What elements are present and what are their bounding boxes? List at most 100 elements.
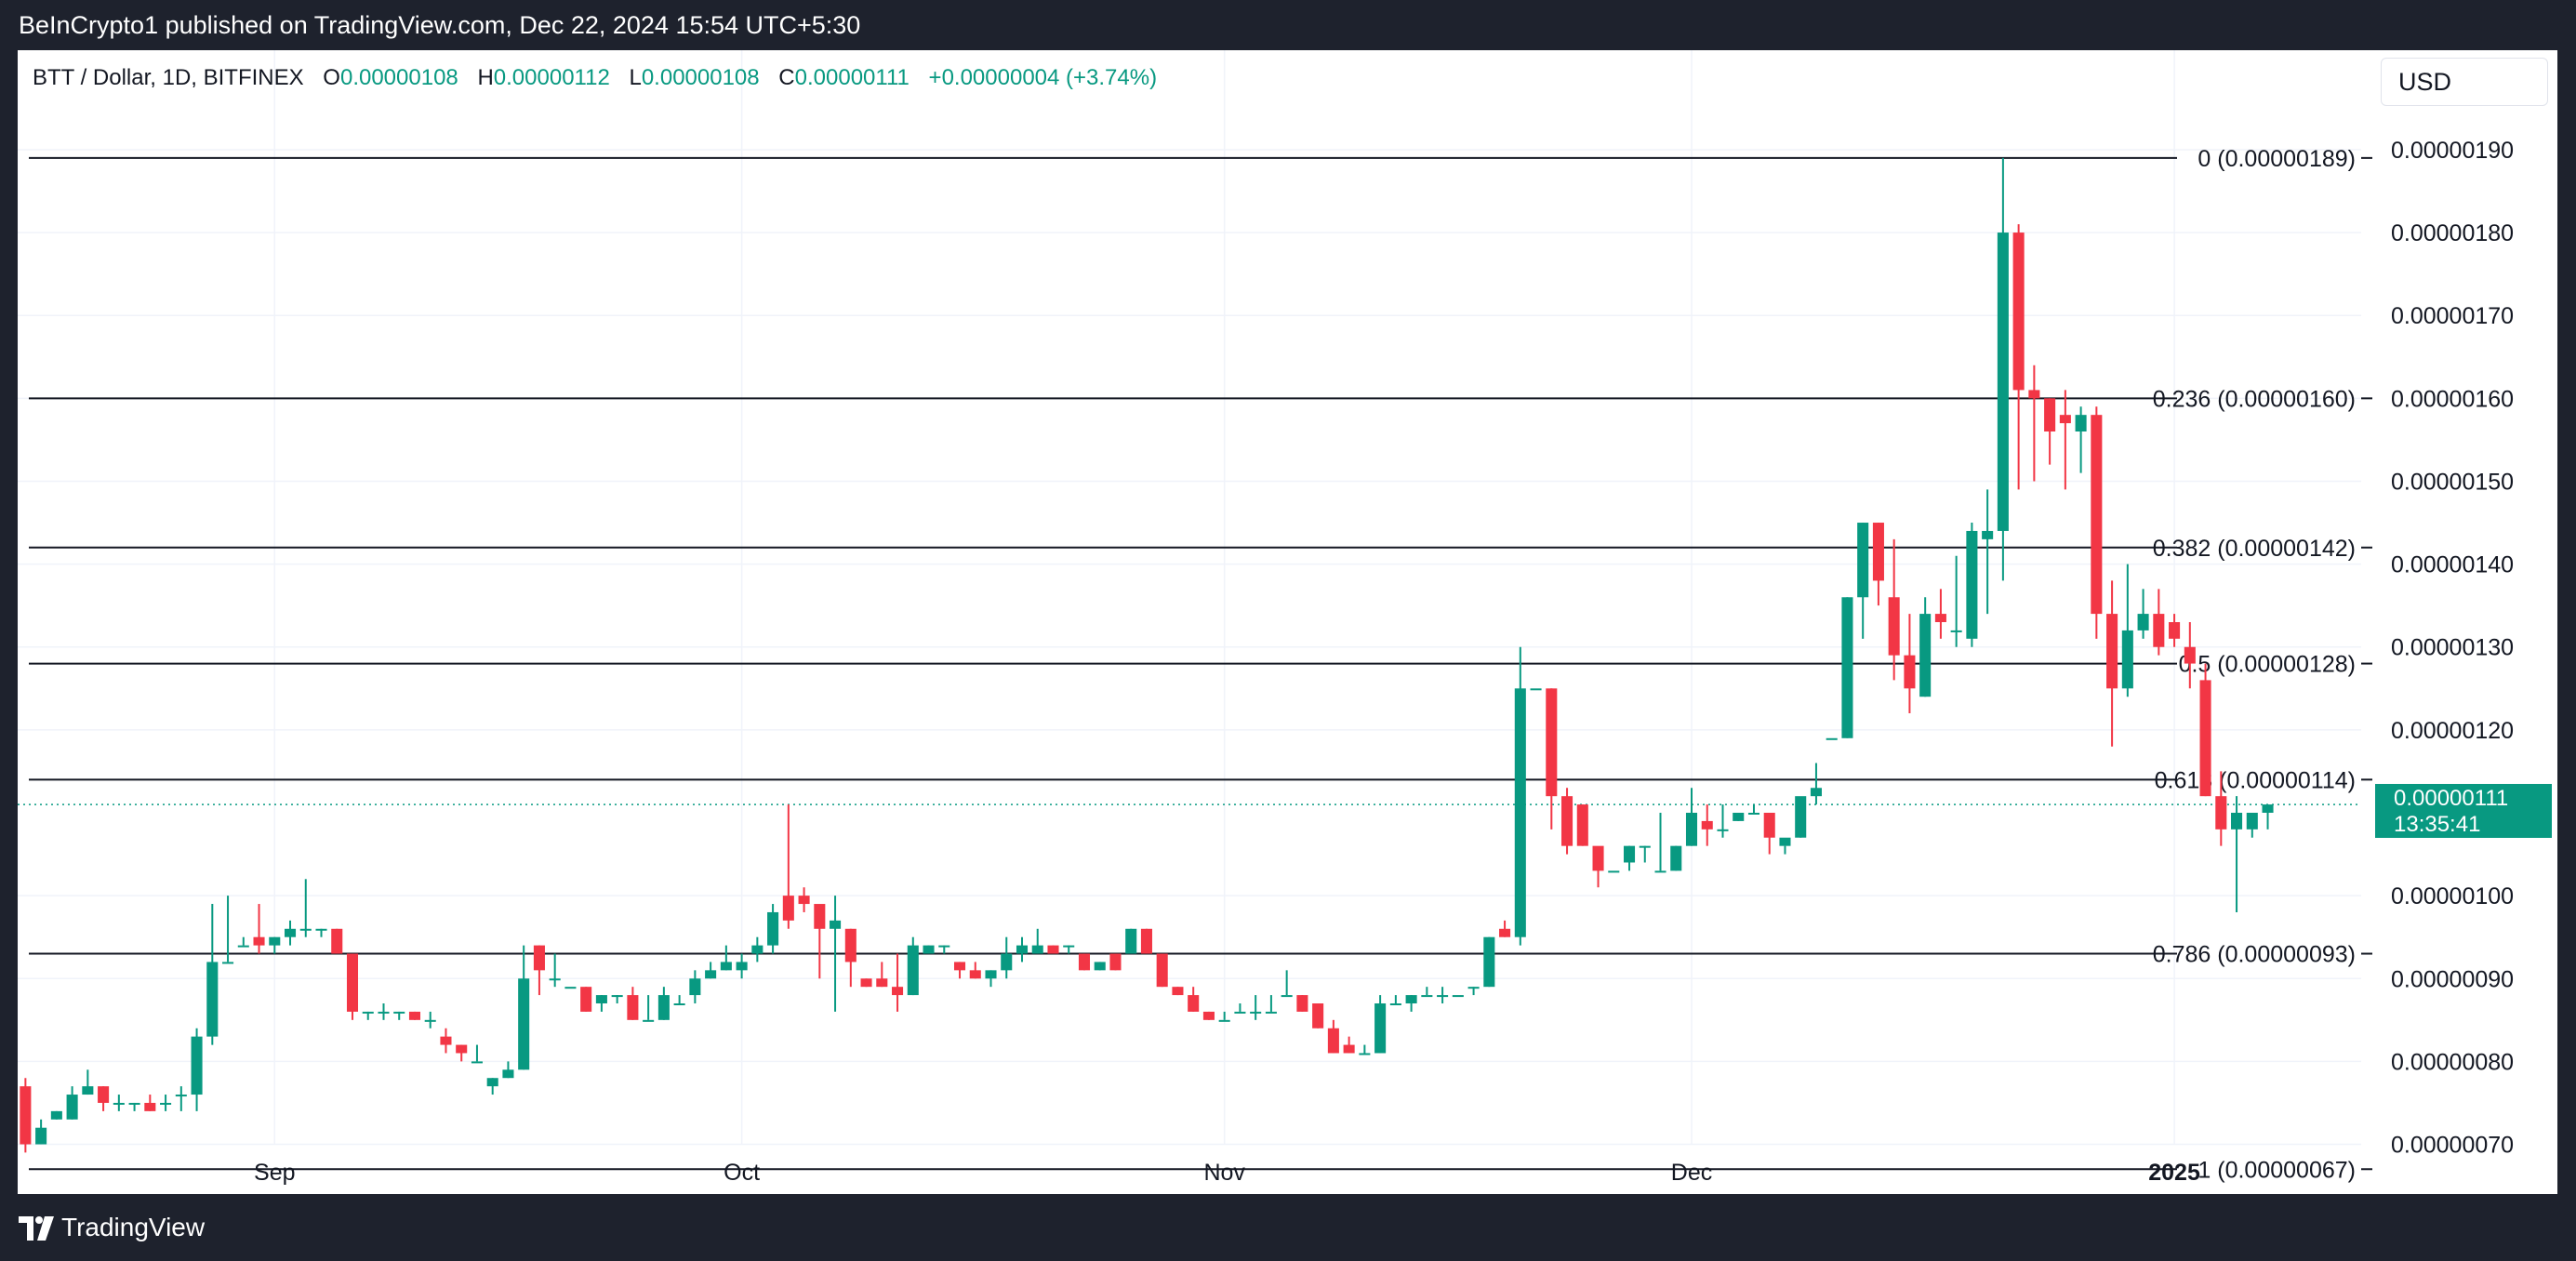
chart-panel[interactable]: 0 (0.00000189) 0.236 (0.00000160) 0.382 (0… [18,50,2557,1194]
candle [953,962,966,979]
candle [2012,224,2025,490]
high-value: 0.00000112 [493,65,610,90]
candle-body [253,936,265,946]
candle-body [2121,630,2133,689]
candle [1654,813,1666,873]
candle [705,962,717,979]
candle [1670,845,1682,871]
candle-body [1857,523,1869,598]
candle [2215,771,2227,846]
candle-body [1140,928,1152,954]
candle [1467,987,1480,996]
candle [1094,962,1106,971]
time-tick-label: 2025 [2148,1160,2200,1186]
candle [1950,555,1962,647]
candle-body [643,1019,655,1022]
candle [253,904,265,954]
candle-body [1109,953,1122,971]
fib-label: 0 (0.00000189) [2198,146,2356,172]
candle [643,995,655,1022]
candle [1592,845,1604,888]
candle [985,970,997,988]
candle [20,1078,32,1153]
candle-body [1047,945,1059,954]
candle [611,995,623,1003]
candlestick-chart[interactable]: 0 (0.00000189) 0.236 (0.00000160) 0.382 (0… [18,50,2557,1194]
candle-body [1001,953,1013,971]
candle-body [315,928,327,931]
candle [2121,564,2133,697]
candle [1576,804,1588,846]
candle-body [1359,1053,1371,1055]
candle [1546,688,1558,830]
candle [1966,523,1978,647]
candle [767,904,779,954]
price-tick-label: 0.00000180 [2391,220,2514,246]
candle [1888,538,1900,681]
candle [1374,995,1387,1054]
tradingview-logo-icon[interactable] [19,1215,56,1242]
candle-body [1499,928,1511,937]
candle-body [533,945,545,971]
candle [378,1003,390,1020]
candle-body [20,1086,32,1145]
candle [269,936,281,954]
time-tick-label: Oct [724,1160,760,1186]
candle-body [1608,870,1620,873]
candle-body [1437,995,1449,998]
price-tick-label: 0.00000100 [2391,883,2514,909]
candle [689,970,701,1003]
candle [2262,804,2274,830]
candle [315,928,327,937]
fib-label: 0.382 (0.00000142) [2153,536,2356,562]
candle [424,1011,436,1029]
candle [175,1086,187,1111]
open-value: 0.00000108 [339,65,458,90]
candle-body [160,1102,172,1105]
candle [393,1011,405,1020]
candle [595,995,607,1012]
candle-body [408,1011,421,1020]
candle [2199,663,2211,797]
candle-body [1763,813,1775,838]
candle-body [362,1011,374,1014]
candle [673,995,685,1005]
candle-body [2028,390,2040,399]
candle [814,904,826,979]
candle-body [1188,995,1200,1012]
candle [82,1069,94,1095]
candle-body [2246,813,2258,830]
candle [844,928,856,988]
candle [35,1119,47,1145]
candle [1389,995,1401,1005]
candle [938,945,950,954]
candle-body [1982,530,1994,539]
candle [66,1086,78,1120]
candle [1904,614,1916,714]
candle [98,1086,110,1111]
candle-body [175,1095,187,1097]
currency-button[interactable]: USD [2381,58,2548,106]
last-price-value: 0.00000111 [2394,786,2509,812]
candle [2091,406,2103,639]
last-price-tag: 0.00000111 13:35:41 [2375,784,2552,839]
candle-body [657,995,670,1020]
close-label: C [778,65,795,90]
candle [1218,1011,1230,1022]
candle-body [1841,597,1853,738]
fib-label: 0.5 (0.00000128) [2179,652,2356,678]
low-value: 0.00000108 [641,65,760,90]
candle [1499,920,1511,937]
candle [362,1011,374,1020]
candle-body [128,1102,140,1105]
candle [1826,737,1838,740]
candle [1250,995,1262,1020]
candle-body [953,962,966,971]
candle [1997,157,2009,581]
candle [1841,597,1853,738]
tradingview-brand[interactable]: TradingView [61,1213,206,1241]
candle-body [1281,995,1293,998]
candle-body [1327,1028,1339,1054]
candle-body [269,936,281,946]
candle-body [720,962,732,971]
